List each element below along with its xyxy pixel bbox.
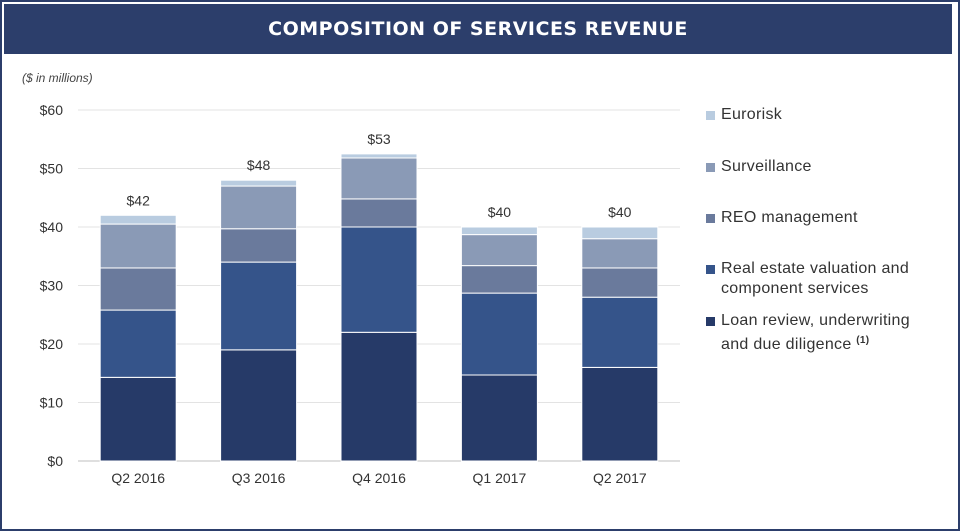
bar-segment: [99, 223, 177, 269]
bar-segment: [220, 185, 298, 230]
legend-item: Loan review, underwriting and due diligen…: [706, 311, 910, 355]
legend-swatch: [706, 214, 715, 223]
bar-segment: [460, 292, 538, 376]
bar-segment: [340, 157, 418, 200]
legend-label: Real estate valuation and component servi…: [721, 260, 910, 297]
legend-item: Real estate valuation and component servi…: [706, 259, 909, 299]
bar-total-label: $53: [367, 131, 391, 147]
bar-total-label: $48: [247, 157, 271, 173]
legend-swatch: [706, 265, 715, 274]
legend-label: Eurorisk: [721, 106, 783, 123]
bar-segment: [581, 226, 659, 240]
legend-label: Surveillance: [721, 158, 812, 175]
bar-segment: [460, 234, 538, 267]
y-tick-label: $10: [40, 395, 64, 411]
footnote-marker: (1): [856, 335, 870, 346]
y-tick-label: $50: [40, 161, 64, 177]
x-tick-label: Q2 2017: [593, 470, 647, 486]
bar-total-label: $42: [127, 192, 151, 208]
bar-segment: [99, 214, 177, 225]
bar-segment: [460, 374, 538, 462]
legend-item: Eurorisk: [706, 105, 782, 125]
bar-segment: [581, 296, 659, 368]
unit-note: ($ in millions): [22, 71, 93, 85]
bar-segment: [99, 376, 177, 462]
x-tick-label: Q4 2016: [352, 470, 406, 486]
bar-total-label: $40: [488, 204, 512, 220]
bar-segment: [581, 238, 659, 269]
bar-segment: [581, 366, 659, 462]
bar-segment: [220, 349, 298, 462]
bar-segment: [340, 153, 418, 159]
legend-swatch: [706, 111, 715, 120]
legend-label: REO management: [721, 209, 858, 226]
bar-segment: [581, 267, 659, 298]
x-tick-label: Q2 2016: [111, 470, 165, 486]
bar-segment: [460, 226, 538, 236]
x-tick-label: Q1 2017: [473, 470, 527, 486]
bar-segment: [460, 265, 538, 294]
bar-segment: [99, 309, 177, 378]
legend-swatch: [706, 163, 715, 172]
bar-segment: [340, 226, 418, 333]
chart-title: COMPOSITION OF SERVICES REVENUE: [4, 4, 952, 54]
y-tick-label: $30: [40, 278, 64, 294]
bar-segment: [220, 228, 298, 263]
y-tick-label: $40: [40, 219, 64, 235]
y-tick-label: $0: [47, 453, 63, 469]
bar-segment: [340, 331, 418, 462]
y-tick-label: $20: [40, 336, 64, 352]
legend-label: Loan review, underwriting and due diligen…: [721, 312, 910, 353]
bar-segment: [220, 261, 298, 351]
legend-item: REO management: [706, 208, 858, 228]
bar-segment: [220, 179, 298, 187]
legend-item: Surveillance: [706, 157, 812, 177]
bar-segment: [340, 198, 418, 228]
x-tick-label: Q3 2016: [232, 470, 286, 486]
legend-swatch: [706, 317, 715, 326]
bar-total-label: $40: [608, 204, 632, 220]
y-tick-label: $60: [40, 102, 64, 118]
bar-segment: [99, 267, 177, 311]
